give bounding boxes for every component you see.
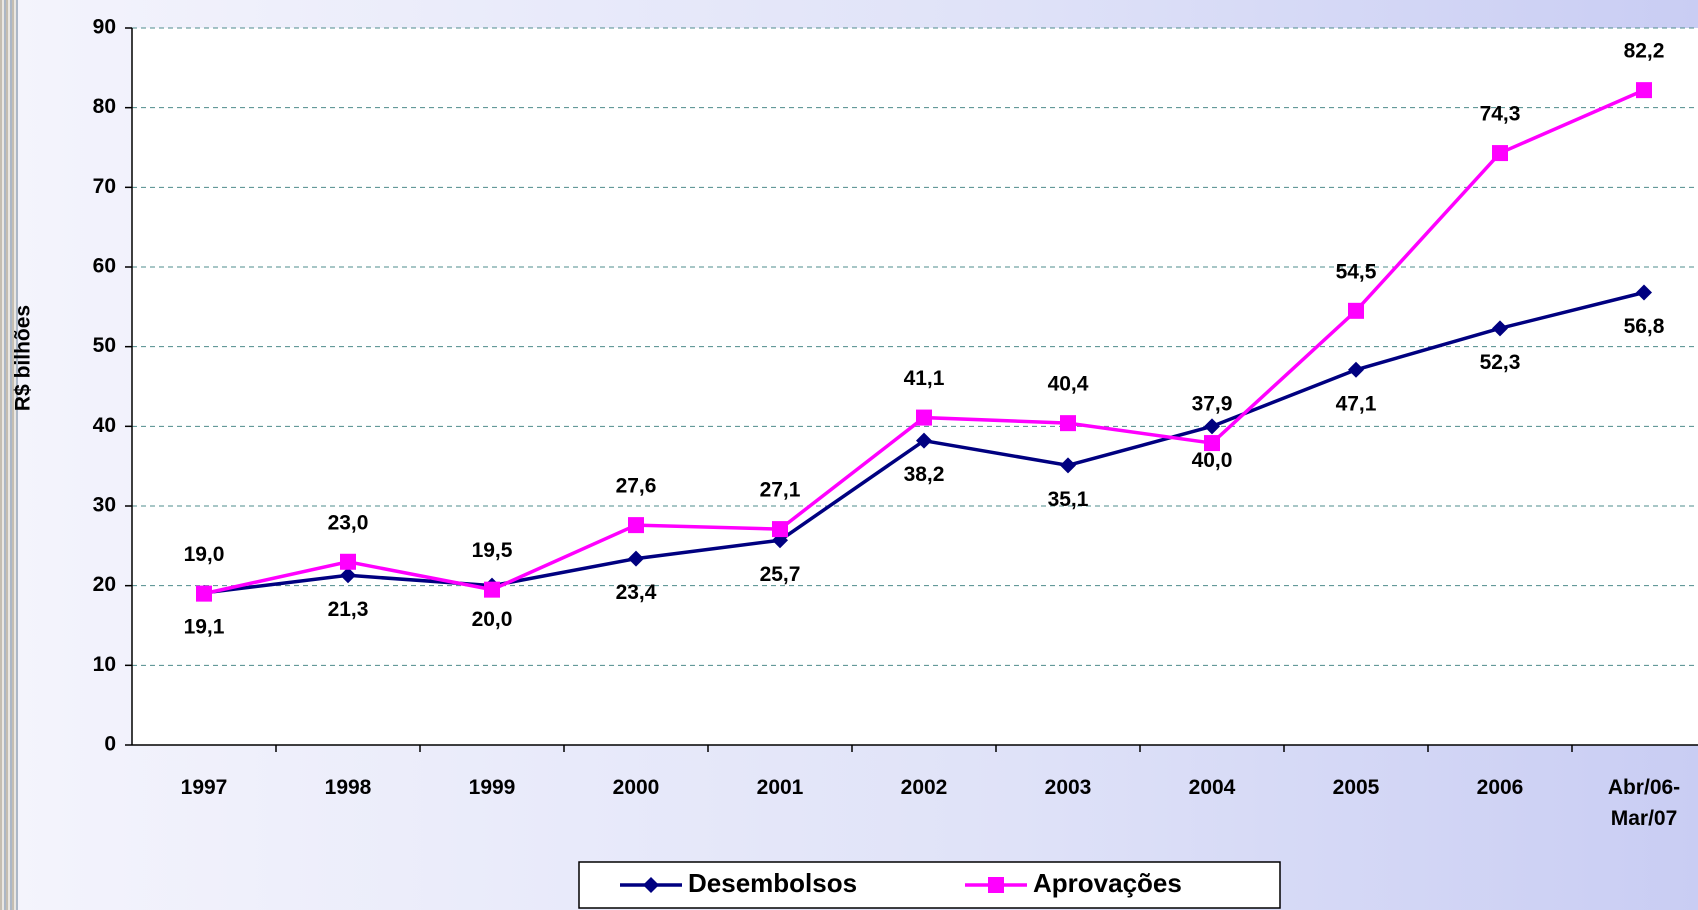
x-tick-label: 1997	[180, 776, 228, 799]
data-label: 23,0	[328, 511, 369, 534]
legend	[578, 861, 1281, 909]
x-tick-label: Abr/06-Mar/07	[1607, 776, 1681, 830]
data-label: 21,3	[328, 598, 369, 621]
data-label: 19,0	[184, 543, 225, 566]
data-point	[916, 432, 932, 449]
x-tick-label: 2004	[1188, 776, 1236, 799]
x-tick-label: 2001	[756, 776, 804, 799]
data-point	[628, 550, 644, 567]
data-point	[1348, 361, 1364, 378]
y-tick-label: 80	[93, 95, 116, 118]
x-tick-label: 2002	[900, 776, 948, 799]
y-tick-label: 40	[93, 414, 116, 437]
data-point	[772, 521, 788, 538]
y-tick-label: 60	[93, 255, 116, 278]
data-label: 27,6	[616, 475, 657, 498]
data-label: 19,1	[184, 615, 225, 638]
x-tick-label: 1999	[468, 776, 516, 799]
legend-marker	[988, 877, 1004, 893]
data-point	[1636, 82, 1652, 99]
data-point	[1204, 435, 1220, 452]
data-label: 54,5	[1336, 260, 1377, 283]
data-point	[340, 567, 356, 584]
data-point	[916, 409, 932, 426]
data-point	[1492, 320, 1508, 337]
data-point	[1492, 145, 1508, 162]
data-label: 27,1	[760, 479, 801, 502]
legend-marker	[643, 877, 659, 893]
data-point	[484, 581, 500, 598]
data-point	[1636, 284, 1652, 301]
legend-label: Desembolsos	[688, 868, 857, 898]
y-tick-label: 30	[93, 494, 116, 517]
data-label: 56,8	[1624, 315, 1665, 338]
data-label: 19,5	[472, 539, 513, 562]
data-point	[1060, 457, 1076, 474]
data-label: 47,1	[1336, 392, 1377, 415]
data-label: 20,0	[472, 608, 513, 631]
data-label: 40,0	[1192, 449, 1233, 472]
y-axis-label: R$ bilhões	[12, 305, 35, 411]
y-tick-label: 70	[93, 175, 116, 198]
data-point	[340, 553, 356, 570]
x-tick-label: 2003	[1044, 776, 1092, 799]
data-label: 82,2	[1624, 40, 1665, 63]
data-point	[1060, 415, 1076, 432]
data-label: 38,2	[904, 463, 945, 486]
x-tick-label: 2005	[1332, 776, 1380, 799]
y-tick-label: 20	[93, 573, 116, 596]
x-tick-label: 2006	[1476, 776, 1524, 799]
data-label: 40,4	[1048, 373, 1089, 396]
x-tick-label: 2000	[612, 776, 660, 799]
data-label: 35,1	[1048, 488, 1089, 511]
y-tick-label: 10	[93, 653, 116, 676]
data-label: 41,1	[904, 367, 945, 390]
data-point	[628, 517, 644, 534]
y-tick-label: 90	[93, 16, 116, 39]
data-label: 37,9	[1192, 393, 1233, 416]
data-label: 25,7	[760, 563, 801, 586]
data-point	[196, 585, 212, 602]
side-strip	[0, 0, 18, 910]
legend-label: Aprovações	[1033, 868, 1182, 898]
data-point	[1204, 418, 1220, 435]
y-tick-label: 0	[104, 733, 116, 756]
y-tick-label: 50	[93, 334, 116, 357]
x-tick-label: 1998	[324, 776, 372, 799]
data-label: 74,3	[1480, 103, 1521, 126]
data-label: 52,3	[1480, 351, 1521, 374]
plot-area	[132, 28, 1698, 745]
data-label: 23,4	[616, 581, 657, 604]
data-point	[1348, 302, 1364, 319]
